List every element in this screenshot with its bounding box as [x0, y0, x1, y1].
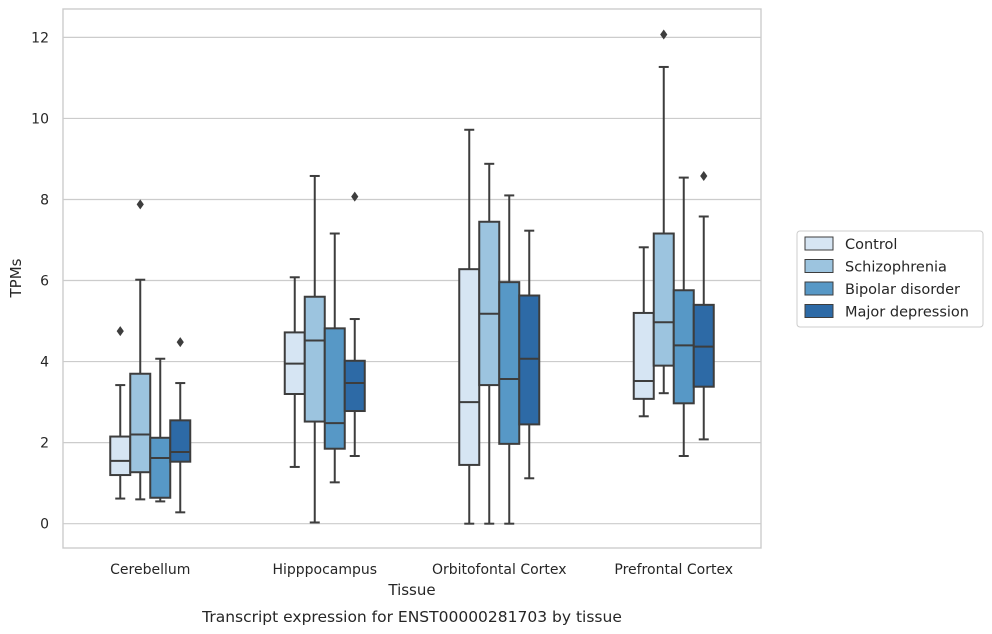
box — [692, 170, 715, 441]
legend-label: Schizophrenia — [845, 260, 947, 276]
box — [109, 326, 132, 500]
box-body — [129, 372, 152, 474]
box-body — [672, 289, 695, 405]
outlier-point — [176, 337, 184, 348]
box — [283, 276, 306, 468]
legend-label: Major depression — [845, 305, 969, 321]
outlier-point — [136, 199, 144, 210]
legend-label: Control — [845, 237, 897, 253]
legend-label: Bipolar disorder — [845, 282, 960, 298]
legend-swatch — [804, 259, 834, 273]
box-body — [632, 311, 655, 400]
y-tick-label: 0 — [40, 517, 49, 533]
x-axis-label: Tissue — [387, 581, 435, 599]
outlier-point — [660, 29, 668, 40]
legend-items: Control Schizophrenia Bipolar disorder Majo… — [804, 236, 969, 321]
x-tick-label: Cerebellum — [110, 562, 190, 578]
box-body — [109, 435, 132, 477]
y-tick-label: 6 — [40, 274, 49, 290]
legend-swatch — [804, 304, 834, 318]
box-plot-series — [109, 29, 715, 525]
box-body — [149, 436, 172, 499]
y-axis-label: TPMs — [7, 258, 25, 298]
legend: Control Schizophrenia Bipolar disorder Majo… — [796, 230, 984, 328]
x-tick-label: Hipppocampus — [272, 562, 377, 578]
box — [518, 229, 541, 480]
box — [632, 246, 655, 418]
box-body — [498, 281, 521, 445]
box — [129, 199, 152, 501]
box — [343, 191, 366, 458]
legend-swatch — [804, 281, 834, 296]
box — [672, 176, 695, 458]
outlier-point — [351, 191, 359, 202]
y-tick-label: 4 — [40, 355, 49, 371]
box — [478, 162, 501, 525]
outlier-point — [700, 170, 708, 181]
box-body — [478, 220, 501, 387]
x-tick-label: Prefrontal Cortex — [614, 562, 733, 578]
legend-frame — [796, 230, 984, 328]
box-body — [169, 419, 192, 463]
box — [149, 357, 172, 503]
y-tick-label: 8 — [40, 192, 49, 208]
y-tick-label: 2 — [40, 436, 49, 452]
plot-frame — [62, 8, 762, 549]
box-body — [343, 359, 366, 413]
box — [458, 128, 481, 525]
box-body — [303, 295, 326, 423]
box — [303, 174, 326, 524]
box — [323, 232, 346, 484]
box-body — [323, 327, 346, 450]
y-tick-label: 12 — [31, 30, 49, 46]
legend-swatch — [804, 236, 834, 251]
y-tick-label: 10 — [31, 111, 49, 127]
box — [652, 29, 675, 395]
box-body — [458, 268, 481, 466]
x-tick-label: Orbitofontal Cortex — [432, 562, 567, 578]
box — [169, 337, 192, 514]
y-tick-labels: 0 2 4 6 8 10 12 — [31, 30, 49, 532]
box — [498, 194, 521, 525]
chart-caption: Transcript expression for ENST0000028170… — [201, 608, 622, 626]
outlier-point — [116, 326, 124, 337]
x-tick-labels: Cerebellum Hipppocampus Orbitofontal Corte… — [110, 562, 733, 578]
box-body — [652, 232, 675, 367]
box-body — [518, 294, 541, 426]
